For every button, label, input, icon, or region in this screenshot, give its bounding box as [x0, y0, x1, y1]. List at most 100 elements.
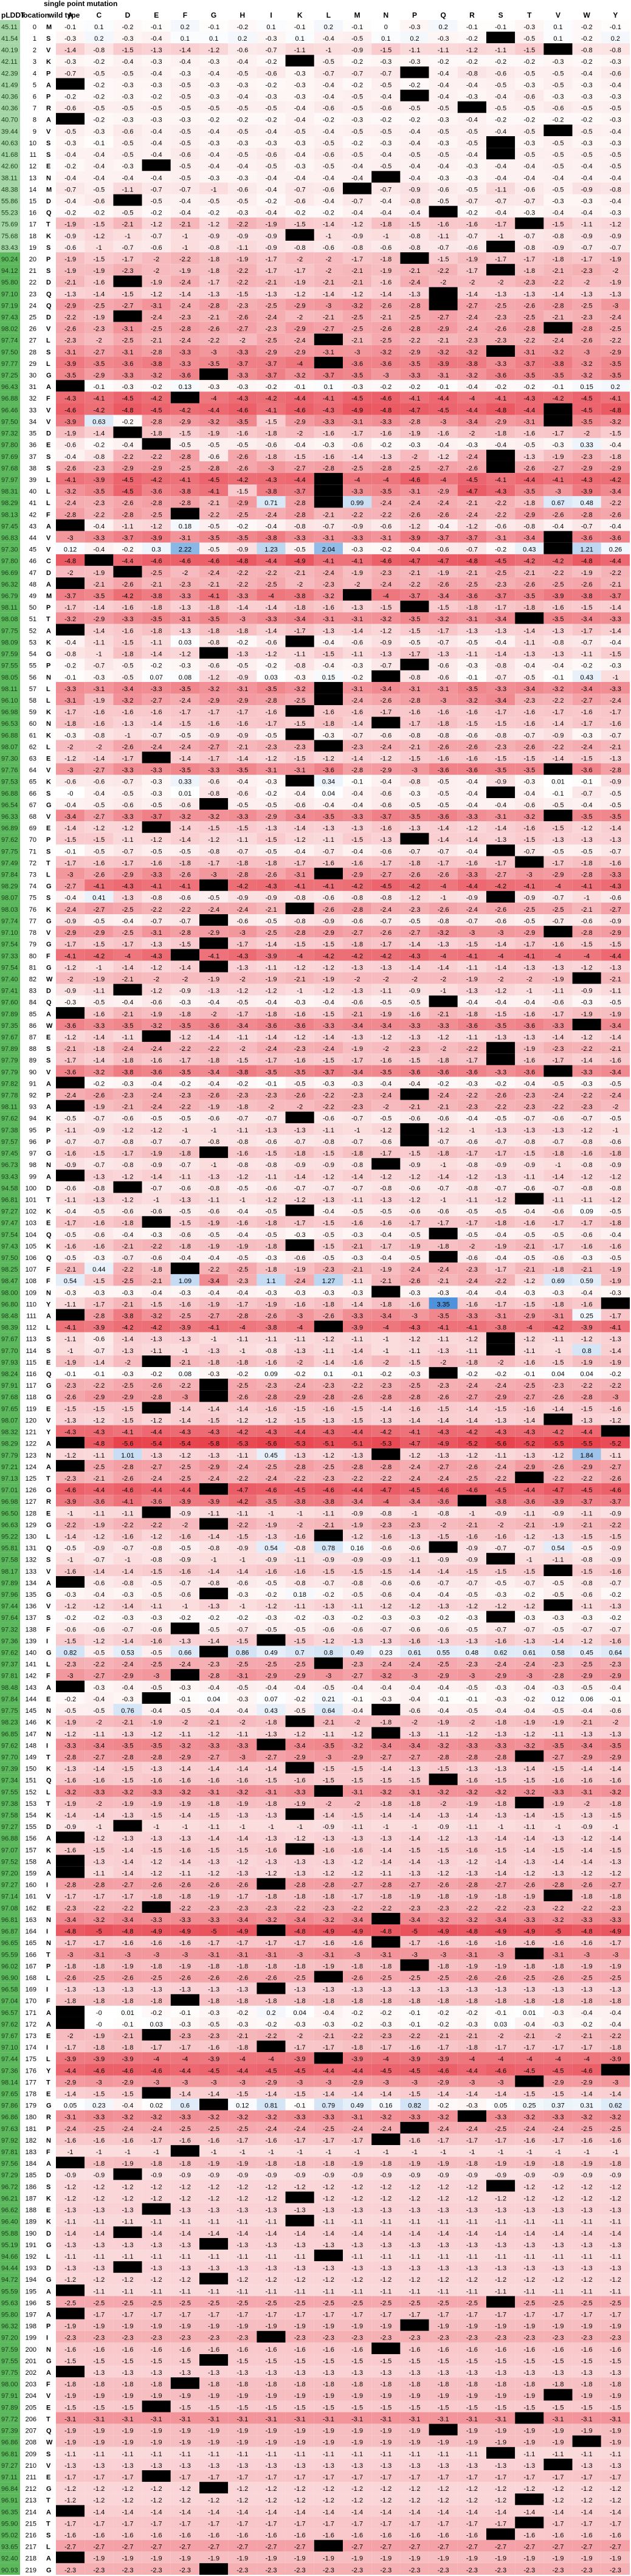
- wildtype-residue: A: [46, 117, 51, 124]
- wildtype-cell: [314, 334, 343, 345]
- cell-value: -3.4: [380, 1022, 391, 1030]
- wildtype-residue: P: [46, 70, 50, 77]
- cell-value: -2.1: [122, 221, 134, 229]
- cell-value: -1.1: [466, 651, 478, 658]
- cell-value: -0.7: [179, 186, 191, 193]
- cell-value: -0.4: [495, 1289, 506, 1297]
- cell-value: -1.2: [409, 1173, 421, 1180]
- cell-value: -0.2: [351, 81, 363, 89]
- cell-value: -1.4: [553, 720, 564, 728]
- wildtype-cell: [515, 612, 543, 624]
- cell-value: -1.8: [151, 627, 162, 635]
- table-row: 98.11 57 L -3.3 -3.1 -3.4 -3.3 -3.5 -3.2 -3.1 -3.5…: [0, 682, 630, 694]
- cell-value: -2.3: [581, 314, 593, 322]
- plddt-value: 97.38: [1, 1127, 18, 1134]
- cell-value: -2.9: [93, 372, 105, 379]
- cell-value: -1.6: [523, 825, 535, 832]
- cell-value: -3.1: [179, 616, 191, 623]
- cell-value: -0.5: [179, 163, 191, 170]
- plddt-value: 97.79: [1, 1069, 18, 1076]
- cell-value: -2.5: [122, 906, 134, 914]
- cell-value: -4.2: [93, 952, 105, 960]
- cell-value: -0.8: [466, 1185, 478, 1192]
- location-value: 110: [26, 1301, 36, 1308]
- cell-value: -4: [440, 883, 446, 890]
- cell-value: -2.6: [409, 1278, 421, 1285]
- cell-value: -1.8: [380, 1301, 391, 1308]
- table-row: 97.30 45 V 0.12 -0.4 -0.2 0.3 2.22 -0.5 -0.9 1.23-…: [0, 543, 630, 554]
- cell-value: -3.5: [179, 686, 191, 693]
- plddt-value: 96.33: [1, 813, 18, 821]
- cell-value: -3.1: [323, 535, 334, 542]
- cell-value: -3: [555, 488, 561, 495]
- cell-value: -2.3: [266, 326, 277, 333]
- wildtype-cell: [314, 484, 343, 496]
- cell-value: -0.8: [122, 1162, 134, 1169]
- cell-value: -1.8: [380, 221, 391, 229]
- cell-value: -0.6: [610, 895, 621, 902]
- cell-value: -1.6: [294, 1301, 306, 1308]
- cell-value: 0: [384, 24, 388, 31]
- cell-value: -1.3: [266, 291, 277, 298]
- cell-value: -0.8: [581, 1138, 593, 1146]
- cell-value: -0.1: [466, 24, 478, 31]
- plddt-value: 97.27: [1, 1208, 18, 1216]
- cell-value: -0.2: [438, 1080, 449, 1087]
- cell-value: -1.2: [179, 651, 191, 658]
- cell-value: -0.2: [208, 210, 219, 217]
- cell-value: -1.6: [64, 1243, 76, 1250]
- cell-value: -0.4: [323, 35, 334, 43]
- cell-value: -0.5: [523, 918, 535, 925]
- cell-value: -1: [526, 988, 533, 995]
- wildtype-residue: D: [46, 1185, 51, 1192]
- cell-value: -1.4: [179, 964, 191, 971]
- cell-value: -4: [383, 477, 389, 484]
- cell-value: -0.6: [523, 186, 535, 193]
- cell-value: -1.3: [323, 825, 334, 832]
- cell-value: -1.7: [64, 709, 76, 716]
- cell-value: -4.3: [64, 395, 76, 402]
- cell-value: -0.2: [523, 384, 535, 391]
- cell-value: -1.4: [610, 825, 621, 832]
- cell-value: -4.1: [64, 477, 76, 484]
- cell-value: -1.2: [151, 988, 162, 995]
- cell-value: -0.4: [351, 210, 363, 217]
- cell-value: -0.8: [409, 233, 421, 240]
- cell-value: -1.4: [93, 627, 105, 635]
- cell-value: -0.6: [380, 244, 391, 252]
- cell-value: -0.5: [93, 105, 105, 112]
- col-header: R: [469, 11, 475, 19]
- cell-value: -2.1: [122, 1104, 134, 1111]
- wildtype-cell: [171, 949, 199, 960]
- location-value: 32: [29, 395, 36, 402]
- cell-value: -0.6: [409, 1208, 421, 1216]
- cell-value: -3.1: [266, 767, 277, 774]
- table-row: 83.43 19 S -0.6 -1 -0.7 -0.6 -1 -0.8 -1.1 -0.9 -0.8…: [0, 241, 630, 252]
- cell-value: -2.1: [122, 976, 134, 983]
- cell-value: -0.7: [323, 1185, 334, 1192]
- cell-value: -1.8: [380, 256, 391, 263]
- cell-value: -1.4: [351, 755, 363, 762]
- wildtype-cell: [314, 682, 343, 694]
- cell-value: -4.2: [553, 558, 564, 565]
- cell-value: -1.6: [581, 709, 593, 716]
- cell-value: -1.1: [581, 651, 593, 658]
- plddt-value: 93.43: [1, 1173, 18, 1180]
- cell-value: -1.8: [64, 720, 76, 728]
- cell-value: -0.7: [179, 918, 191, 925]
- cell-value: -2.2: [495, 1278, 506, 1285]
- wildtype-residue: S: [46, 349, 50, 356]
- table-row: 97.57 96 P -0.7 -0.7 -0.8 -0.7 -0.7 -0.8 -0.8 -0.6…: [0, 1135, 630, 1146]
- plddt-value: 97.10: [1, 291, 18, 298]
- plddt-value: 96.79: [1, 593, 18, 600]
- cell-value: -3.7: [151, 813, 162, 821]
- cell-value: -1.7: [553, 1243, 564, 1250]
- cell-value: -3.2: [323, 593, 334, 600]
- cell-value: -0.8: [409, 674, 421, 681]
- cell-value: -2.9: [93, 616, 105, 623]
- cell-value: -2.3: [93, 326, 105, 333]
- cell-value: -0.2: [380, 384, 391, 391]
- wildtype-residue: Q: [46, 291, 52, 298]
- table-row: 97.59 54 G -0.8 -1 -1.8 -1.4 -1.2 -1.3 -1.2 -1.1 -1…: [0, 647, 630, 659]
- cell-value: -1.6: [294, 1057, 306, 1064]
